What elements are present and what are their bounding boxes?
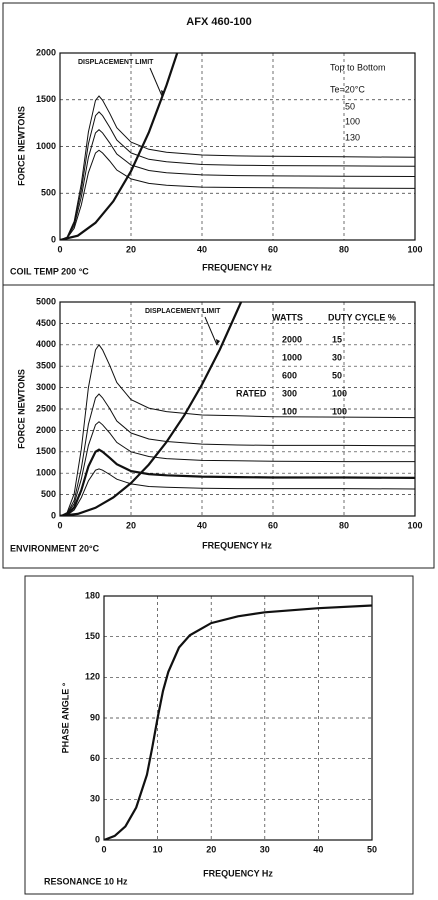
series-line bbox=[60, 95, 415, 240]
x-tick-label: 100 bbox=[407, 244, 422, 254]
x-tick-label: 60 bbox=[268, 520, 278, 530]
y-tick-label: 0 bbox=[51, 510, 56, 520]
y-tick-label: 3500 bbox=[36, 361, 56, 371]
y-axis-label: PHASE ANGLE ° bbox=[60, 682, 70, 753]
y-axis-label: FORCE NEWTONS bbox=[16, 369, 26, 449]
duty-cycle: 100 bbox=[332, 406, 347, 416]
limit-arrow bbox=[149, 67, 163, 97]
series-line bbox=[60, 448, 415, 516]
y-tick-label: 3000 bbox=[36, 382, 56, 392]
duty-cycle: 100 bbox=[332, 388, 347, 398]
legend-entry: 100 bbox=[282, 406, 297, 416]
legend-title: Top to Bottom bbox=[330, 62, 386, 72]
footnote: ENVIRONMENT 20°C bbox=[10, 543, 100, 553]
x-tick-label: 10 bbox=[153, 844, 163, 854]
series-line bbox=[60, 343, 415, 516]
panel-frame bbox=[2, 284, 435, 569]
y-axis-label: FORCE NEWTONS bbox=[16, 106, 26, 186]
y-tick-label: 500 bbox=[41, 489, 56, 499]
y-tick-label: 0 bbox=[95, 834, 100, 844]
legend-tag: RATED bbox=[236, 388, 267, 398]
chart-title: AFX 460-100 bbox=[186, 16, 251, 28]
x-tick-label: 20 bbox=[126, 520, 136, 530]
plot-frame bbox=[59, 301, 416, 517]
x-tick-label: 80 bbox=[339, 520, 349, 530]
x-axis-label: FREQUENCY Hz bbox=[203, 868, 273, 878]
duty-cycle: 15 bbox=[332, 334, 342, 344]
footnote: RESONANCE 10 Hz bbox=[44, 876, 128, 886]
y-tick-label: 5000 bbox=[36, 296, 56, 306]
y-tick-label: 2000 bbox=[36, 425, 56, 435]
limit-label: DISPLACEMENT LIMIT bbox=[78, 59, 154, 66]
y-tick-label: 4500 bbox=[36, 318, 56, 328]
series-line bbox=[60, 393, 415, 516]
y-tick-label: 150 bbox=[85, 631, 100, 641]
panel-frame bbox=[2, 2, 435, 286]
y-tick-label: 0 bbox=[51, 234, 56, 244]
legend-title: DUTY CYCLE % bbox=[328, 312, 396, 322]
plot-frame bbox=[103, 595, 373, 841]
y-tick-label: 120 bbox=[85, 672, 100, 682]
footnote: COIL TEMP 200 °C bbox=[10, 266, 89, 276]
plot-frame bbox=[59, 52, 416, 241]
legend-entry: Te=20°C bbox=[330, 84, 365, 94]
y-tick-label: 60 bbox=[90, 753, 100, 763]
x-tick-label: 50 bbox=[367, 844, 377, 854]
series-line bbox=[60, 111, 415, 240]
y-tick-label: 30 bbox=[90, 794, 100, 804]
duty-cycle: 30 bbox=[332, 352, 342, 362]
y-tick-label: 90 bbox=[90, 712, 100, 722]
legend-entry: 100 bbox=[345, 116, 360, 126]
legend-entry: 300 bbox=[282, 388, 297, 398]
series-line bbox=[60, 129, 415, 240]
x-tick-label: 0 bbox=[57, 244, 62, 254]
x-tick-label: 40 bbox=[197, 244, 207, 254]
legend-entry: 2000 bbox=[282, 334, 302, 344]
x-axis-label: FREQUENCY Hz bbox=[202, 262, 272, 272]
x-tick-label: 60 bbox=[268, 244, 278, 254]
limit-label: DISPLACEMENT LIMIT bbox=[145, 308, 221, 315]
x-tick-label: 20 bbox=[206, 844, 216, 854]
arrow-head bbox=[161, 90, 165, 96]
y-tick-label: 2000 bbox=[36, 47, 56, 57]
x-tick-label: 0 bbox=[57, 520, 62, 530]
x-tick-label: 20 bbox=[126, 244, 136, 254]
series-line bbox=[60, 468, 415, 516]
y-tick-label: 500 bbox=[41, 188, 56, 198]
series-line bbox=[60, 149, 415, 240]
legend-entry: 600 bbox=[282, 370, 297, 380]
legend-entry: 1000 bbox=[282, 352, 302, 362]
y-tick-label: 1500 bbox=[36, 94, 56, 104]
x-tick-label: 80 bbox=[339, 244, 349, 254]
x-tick-label: 40 bbox=[313, 844, 323, 854]
y-tick-label: 2500 bbox=[36, 403, 56, 413]
y-tick-label: 1500 bbox=[36, 446, 56, 456]
legend-entry: 50 bbox=[345, 101, 355, 111]
limit-arrow bbox=[204, 316, 218, 346]
y-tick-label: 1000 bbox=[36, 468, 56, 478]
y-tick-label: 1000 bbox=[36, 141, 56, 151]
series-line bbox=[104, 604, 372, 840]
y-tick-label: 180 bbox=[85, 590, 100, 600]
x-tick-label: 40 bbox=[197, 520, 207, 530]
x-axis-label: FREQUENCY Hz bbox=[202, 540, 272, 550]
y-tick-label: 4000 bbox=[36, 339, 56, 349]
x-tick-label: 30 bbox=[260, 844, 270, 854]
arrow-head bbox=[216, 339, 220, 345]
duty-cycle: 50 bbox=[332, 370, 342, 380]
legend-title: WATTS bbox=[272, 312, 303, 322]
panel-frame bbox=[24, 575, 414, 895]
series-line bbox=[60, 421, 415, 516]
legend-entry: 130 bbox=[345, 132, 360, 142]
x-tick-label: 0 bbox=[101, 844, 106, 854]
limit-line bbox=[60, 302, 243, 516]
x-tick-label: 100 bbox=[407, 520, 422, 530]
